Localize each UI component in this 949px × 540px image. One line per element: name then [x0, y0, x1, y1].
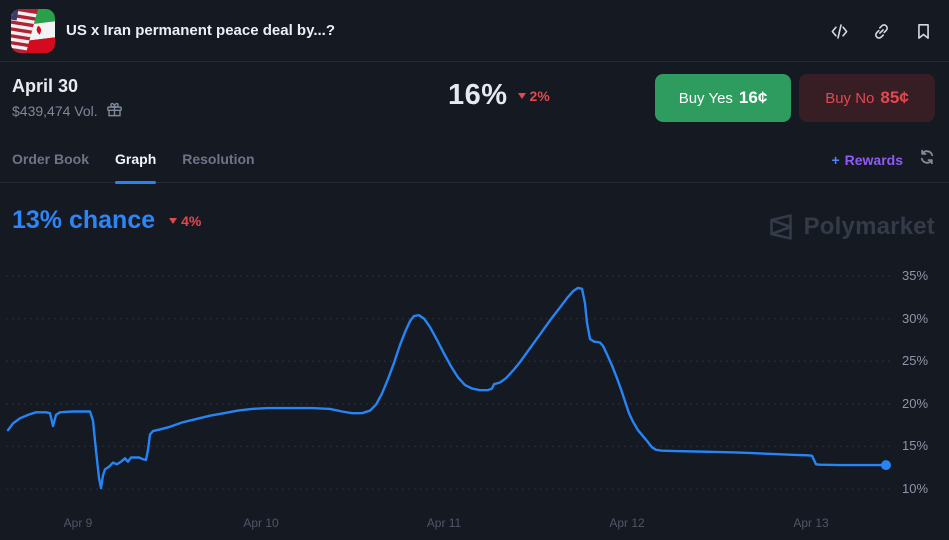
x-tick-label: Apr 12 [609, 516, 645, 530]
market-flag-icon [11, 8, 55, 53]
x-tick-label: Apr 13 [793, 516, 829, 530]
y-tick-label: 15% [902, 438, 929, 454]
price-chart[interactable]: 10% 15% 20% 25% 30% 35% Apr 9 Apr 10 Apr 11 Apr … [0, 250, 949, 540]
current-price-pct: 16% [448, 79, 508, 111]
buy-no-button[interactable]: Buy No 85¢ [799, 74, 935, 122]
price-change: 2% [517, 88, 550, 104]
chance-value: 13% chance [12, 206, 156, 234]
y-tick-label: 10% [902, 481, 929, 496]
price-line[interactable] [6, 286, 888, 490]
x-tick-label: Apr 9 [63, 516, 93, 530]
plus-icon: + [831, 151, 840, 168]
tab-order-book[interactable]: Order Book [12, 151, 90, 167]
page-title: US x Iran permanent peace deal by...? [66, 22, 335, 39]
y-tick-label: 35% [902, 268, 929, 283]
tab-resolution[interactable]: Resolution [182, 151, 255, 167]
market-volume: $439,474 Vol. [12, 103, 98, 119]
topbar: US x Iran permanent peace deal by...? [0, 0, 949, 62]
tab-graph[interactable]: Graph [115, 136, 157, 184]
down-arrow-icon [517, 92, 526, 99]
current-price-dot [881, 460, 891, 471]
chance-change: 4% [169, 213, 201, 229]
link-icon[interactable] [872, 22, 891, 41]
y-tick-label: 25% [902, 353, 929, 369]
embed-icon[interactable] [830, 22, 849, 41]
y-tick-label: 30% [902, 310, 929, 326]
x-tick-label: Apr 11 [426, 516, 462, 530]
x-tick-label: Apr 10 [243, 516, 279, 530]
market-end-date: April 30 [12, 76, 79, 96]
tab-bar: Order Book Graph Resolution [0, 136, 949, 184]
y-tick-label: 20% [902, 395, 929, 411]
buy-yes-button[interactable]: Buy Yes 16¢ [655, 74, 791, 122]
down-arrow-icon [169, 217, 178, 224]
bookmark-icon[interactable] [914, 22, 933, 41]
polymarket-watermark: Polymarket [766, 212, 935, 242]
price-chart-svg[interactable] [0, 250, 949, 510]
rewards-button[interactable]: + Rewards [831, 151, 903, 168]
polymarket-logo-icon [769, 214, 792, 240]
refresh-icon[interactable] [919, 149, 935, 170]
gift-icon[interactable] [106, 101, 123, 121]
watermark-text: Polymarket [803, 213, 935, 240]
